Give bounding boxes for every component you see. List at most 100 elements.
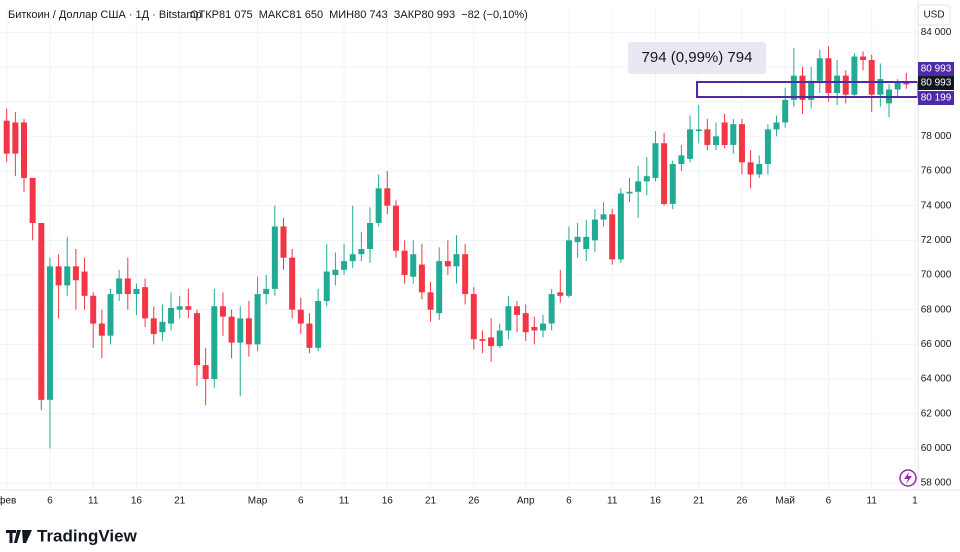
candle-body <box>756 164 763 175</box>
y-tick-label: 66 000 <box>921 339 952 350</box>
candle-body <box>427 292 434 310</box>
candle-body <box>194 313 200 366</box>
candle-body <box>678 155 685 165</box>
candle-body <box>107 294 114 336</box>
price-tag <box>918 91 954 105</box>
candle-body <box>583 236 590 249</box>
x-tick-label: 26 <box>468 496 480 507</box>
candle-body <box>514 306 521 315</box>
candle-body <box>29 177 36 223</box>
x-tick-label: 6 <box>826 496 832 507</box>
candle-body <box>384 188 391 206</box>
candle-body <box>877 79 884 95</box>
candle-body <box>816 58 823 81</box>
y-tick-label: 74 000 <box>921 200 952 211</box>
x-tick-label: Май <box>775 496 795 507</box>
price-tag-label: 80 993 <box>921 78 952 89</box>
x-tick-label: 16 <box>131 496 143 507</box>
candle-body <box>834 75 841 93</box>
candle-body <box>367 222 373 249</box>
candle-body <box>842 75 849 95</box>
candle-body <box>271 226 278 289</box>
candle-body <box>860 56 867 61</box>
candle-body <box>254 294 261 345</box>
candle-body <box>548 294 555 324</box>
x-tick-label: фев <box>0 495 16 507</box>
candle-body <box>159 321 166 333</box>
candle-body <box>98 323 105 336</box>
currency-button[interactable] <box>917 4 951 26</box>
y-tick-label: 72 000 <box>921 235 952 246</box>
candle-body <box>462 254 469 295</box>
candle-body <box>410 254 417 277</box>
candle-body <box>609 214 616 260</box>
x-tick-label: Мар <box>248 496 268 507</box>
candle-body <box>488 337 495 347</box>
price-tag-label: 80 993 <box>921 64 952 75</box>
candle-body <box>764 129 771 165</box>
candle-body <box>531 327 538 331</box>
stat-value: 81 650 <box>289 9 323 21</box>
candle-body <box>661 143 668 204</box>
candle-body <box>315 301 322 348</box>
candle-body <box>341 261 348 270</box>
candle-body <box>687 129 694 159</box>
candle-body <box>894 82 901 90</box>
candle-body <box>669 164 676 204</box>
x-tick-label: 21 <box>425 496 437 507</box>
stat-value: 80 993 <box>421 9 455 21</box>
measure-label: 794 (0,99%) 794 <box>642 49 753 66</box>
candle-body <box>392 205 399 251</box>
measure-tooltip <box>628 42 766 74</box>
candle-body <box>211 306 218 380</box>
candle-body <box>46 266 53 400</box>
stat-label: МАКС <box>259 9 290 21</box>
candle-body <box>202 365 209 380</box>
candle-body <box>3 120 10 154</box>
price-tag <box>918 76 954 90</box>
candle-body <box>263 288 270 295</box>
x-tick-label: 21 <box>693 496 705 507</box>
candle-body <box>358 249 365 255</box>
currency[interactable]: USD <box>923 10 944 21</box>
stat-label: ОТКР <box>190 9 219 21</box>
candle-body <box>747 162 754 175</box>
candle-body <box>540 323 546 331</box>
candle-body <box>237 318 244 343</box>
candle-body <box>332 269 339 276</box>
candle-body <box>142 287 149 319</box>
candle-body <box>773 122 780 130</box>
x-tick-label: 11 <box>88 496 99 507</box>
candle-body <box>306 323 313 348</box>
candle-body <box>721 122 728 145</box>
candle-body <box>168 307 175 324</box>
icon <box>904 472 912 484</box>
stat-label: ЗАКР <box>394 9 422 21</box>
x-tick-label: 1 <box>912 496 918 507</box>
candle-body <box>738 124 745 163</box>
candle-body <box>289 257 296 310</box>
x-tick-label: 11 <box>339 496 350 507</box>
candle-body <box>418 264 425 293</box>
candle-body <box>565 240 572 296</box>
candle-body <box>505 306 512 331</box>
candle-body <box>635 181 642 192</box>
candle-body <box>280 226 287 258</box>
x-tick-label: 6 <box>566 496 572 507</box>
y-tick-label: 70 000 <box>921 270 952 281</box>
x-tick-label: 6 <box>47 496 53 507</box>
candle-body <box>64 266 71 286</box>
x-tick-label: 16 <box>382 496 394 507</box>
candle-body <box>470 294 477 340</box>
candle-body <box>72 266 79 281</box>
candle-body <box>496 330 503 347</box>
header: Биткоин / Доллар США · 1Д · Bitstamp ОТК… <box>8 9 528 21</box>
candle-body <box>21 122 27 178</box>
candle-body <box>617 193 624 260</box>
icon[interactable] <box>899 469 917 487</box>
candle-body <box>297 309 304 324</box>
candle-body <box>81 271 88 296</box>
stat-value: 81 075 <box>219 9 253 21</box>
candle-body <box>626 191 633 194</box>
